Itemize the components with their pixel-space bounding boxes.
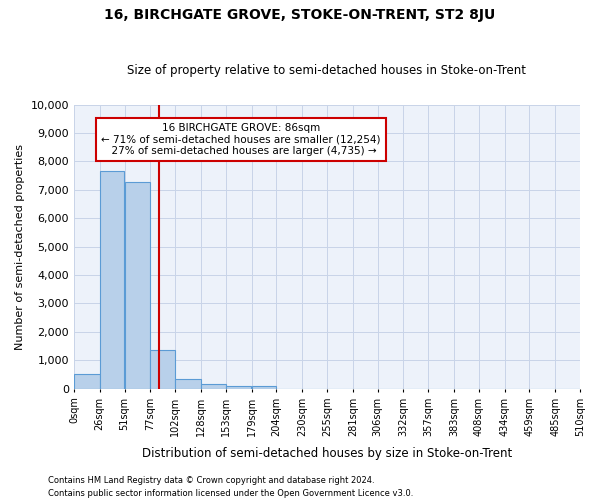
Text: Contains HM Land Registry data © Crown copyright and database right 2024.
Contai: Contains HM Land Registry data © Crown c… [48,476,413,498]
Bar [175,380,201,389]
Bar [100,172,124,389]
Y-axis label: Number of semi-detached properties: Number of semi-detached properties [15,144,25,350]
Text: 16 BIRCHGATE GROVE: 86sqm
← 71% of semi-detached houses are smaller (12,254)
  2: 16 BIRCHGATE GROVE: 86sqm ← 71% of semi-… [101,123,380,156]
Bar [251,386,276,389]
Bar [151,350,175,389]
Bar [226,386,251,389]
X-axis label: Distribution of semi-detached houses by size in Stoke-on-Trent: Distribution of semi-detached houses by … [142,447,512,460]
Bar [125,182,150,389]
Title: Size of property relative to semi-detached houses in Stoke-on-Trent: Size of property relative to semi-detach… [127,64,526,77]
Text: 16, BIRCHGATE GROVE, STOKE-ON-TRENT, ST2 8JU: 16, BIRCHGATE GROVE, STOKE-ON-TRENT, ST2… [104,8,496,22]
Bar [74,374,100,389]
Bar [201,384,226,389]
